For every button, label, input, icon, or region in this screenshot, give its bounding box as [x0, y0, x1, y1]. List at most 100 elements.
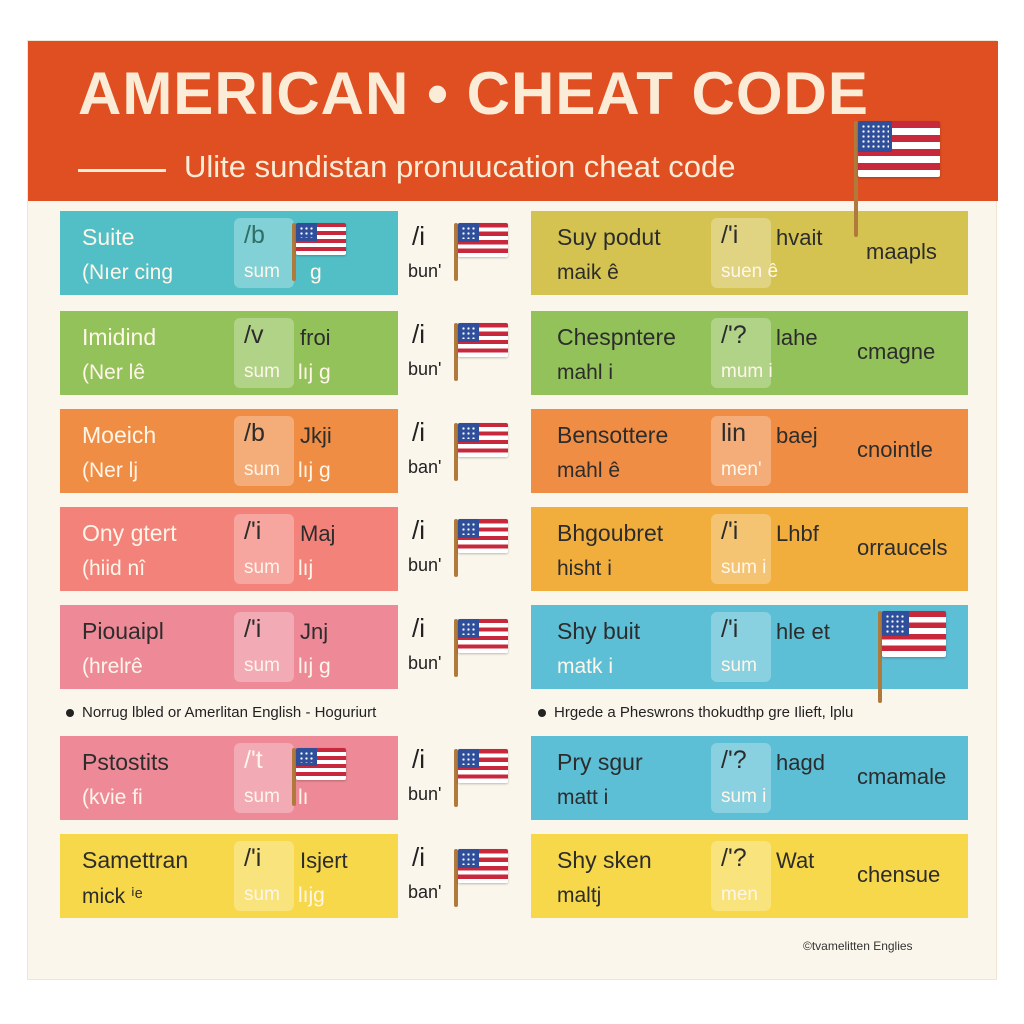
ipa-symbol: /'i: [721, 517, 739, 545]
right-card-3[interactable]: Bensottere mahl ê lin men' baej cnointle: [531, 409, 968, 493]
mid-word: bun': [408, 261, 442, 281]
left-card-2[interactable]: Imidind (Ner lê /v sum froi lıj g: [60, 311, 398, 395]
card-term: Bensottere: [557, 422, 669, 448]
card-term: Bhgoubret: [557, 520, 664, 546]
card-tail: lıj: [298, 557, 314, 580]
ipa-chip: /'i suen ê: [711, 218, 778, 288]
right-card-4[interactable]: Bhgoubret hisht i /'i sum i Lhbf orrauce…: [531, 507, 968, 591]
card-hint: hisht i: [557, 557, 612, 580]
right-card-7[interactable]: Shy sken maltj /'? men Wat chensue: [531, 834, 968, 918]
ipa-symbol: /'?: [721, 321, 747, 349]
cheat-sheet: AMERICAN • CHEAT CODE Ulite sundistan pr…: [27, 40, 998, 980]
ipa-chip: /'i sum: [234, 514, 294, 584]
mid-entry-2: /i bun': [408, 315, 448, 395]
card-word: hvait: [776, 225, 823, 250]
card-word: Jkji: [300, 423, 332, 448]
ipa-symbol: /b: [244, 221, 265, 249]
ipa-example: men: [721, 884, 758, 905]
left-card-3[interactable]: Moeich (Ner lj /b sum Jkji lıj g: [60, 409, 398, 493]
mid-word: bun': [408, 784, 442, 804]
card-term: Moeich: [82, 422, 157, 448]
ipa-chip: lin men': [711, 416, 771, 486]
left-card-7[interactable]: Samettran mick ⁱᵉ /'i sum Isjert lıjg: [60, 834, 398, 918]
card-tail: lıj g: [298, 655, 331, 678]
mid-word: ban': [408, 457, 442, 477]
card-tail: lıj g: [298, 361, 331, 384]
ipa-chip: /v sum: [234, 318, 294, 388]
ipa-chip: /'? mum i: [711, 318, 773, 388]
left-card-4[interactable]: Ony gtert (hiid nî /'i sum Maj lıj: [60, 507, 398, 591]
mid-ipa: /i: [412, 613, 425, 643]
card-word: lahe: [776, 325, 818, 350]
card-hint: (Ner lj: [82, 459, 138, 482]
mid-ipa: /i: [412, 319, 425, 349]
ipa-example: men': [721, 459, 762, 480]
ipa-symbol: /b: [244, 419, 265, 447]
ipa-example: mum i: [721, 361, 773, 382]
left-card-1[interactable]: Suite (Nıer cing /b sum g: [60, 211, 398, 295]
right-card-2[interactable]: Chespntere mahl i /'? mum i lahe cmagne: [531, 311, 968, 395]
mid-ipa: /i: [412, 221, 425, 251]
card-hint: mahl i: [557, 361, 614, 384]
left-card-5[interactable]: Piouaipl (hrelrê /'i sum Jnj lıj g: [60, 605, 398, 689]
card-hint: maltj: [557, 884, 602, 907]
card-term: Suy podut: [557, 224, 661, 250]
ipa-symbol: /'i: [244, 844, 262, 872]
ipa-symbol: /'i: [721, 615, 739, 643]
mid-word: ban': [408, 882, 442, 902]
mid-ipa: /i: [412, 515, 425, 545]
ipa-example: sum i: [721, 786, 767, 807]
mid-entry-6: /i bun': [408, 740, 448, 820]
ipa-symbol: /v: [244, 321, 264, 349]
credit-text: ©tvamelitten Englies: [803, 939, 913, 953]
ipa-chip: /b sum: [234, 218, 294, 288]
ipa-example: sum: [721, 655, 757, 676]
card-far-word: cmagne: [857, 339, 936, 364]
card-word: Wat: [776, 848, 815, 873]
ipa-chip: /b sum: [234, 416, 294, 486]
card-term: Pry sgur: [557, 749, 643, 775]
card-term: Shy sken: [557, 847, 652, 873]
ipa-chip: /'i sum: [234, 612, 294, 682]
ipa-example: suen ê: [721, 261, 779, 282]
card-term: Imidind: [82, 324, 157, 350]
mid-ipa: /i: [412, 417, 425, 447]
card-far-word: orraucels: [857, 535, 948, 560]
ipa-example: sum: [244, 557, 280, 578]
mid-word: bun': [408, 359, 442, 379]
card-word: hle et: [776, 619, 830, 644]
card-hint: mick ⁱᵉ: [82, 885, 143, 908]
mid-entry-7: /i ban': [408, 838, 448, 918]
card-far-word: cmamale: [857, 764, 947, 789]
card-hint: matk i: [557, 655, 614, 678]
note-left: Norrug lbled or Amerlitan English - Hogu…: [66, 704, 376, 721]
ipa-chip: /'i sum: [711, 612, 771, 682]
ipa-chip: /'i sum i: [711, 514, 771, 584]
card-word: baej: [776, 423, 818, 448]
mid-ipa: /i: [412, 842, 425, 872]
card-term: Suite: [82, 224, 135, 250]
card-far-word: maapls: [866, 239, 937, 264]
card-term: Samettran: [82, 847, 189, 873]
mid-entry-5: /i bun': [408, 609, 448, 689]
card-hint: (kvie fi: [82, 786, 143, 809]
ipa-example: sum: [244, 459, 280, 480]
mid-ipa: /i: [412, 744, 425, 774]
card-hint: (hrelrê: [82, 655, 143, 678]
card-hint: (Nıer cing: [82, 261, 174, 284]
card-term: Piouaipl: [82, 618, 164, 644]
mid-entry-4: /i bun': [408, 511, 448, 591]
card-far-word: cnointle: [857, 437, 933, 462]
mid-word: bun': [408, 555, 442, 575]
left-card-6[interactable]: Pstostits (kvie fi /'t sum lı: [60, 736, 398, 820]
mid-word: bun': [408, 653, 442, 673]
ipa-symbol: /'?: [721, 844, 747, 872]
ipa-symbol: lin: [721, 419, 747, 447]
card-tail: g: [310, 261, 322, 284]
card-hint: matt i: [557, 786, 609, 809]
right-card-6[interactable]: Pry sgur matt i /'? sum i hagd cmamale: [531, 736, 968, 820]
right-card-1[interactable]: Suy podut maik ê /'i suen ê hvait maapls: [531, 211, 968, 295]
card-tail: lı: [298, 786, 309, 809]
card-tail: lıj g: [298, 459, 331, 482]
title-banner: AMERICAN • CHEAT CODE Ulite sundistan pr…: [28, 41, 998, 201]
